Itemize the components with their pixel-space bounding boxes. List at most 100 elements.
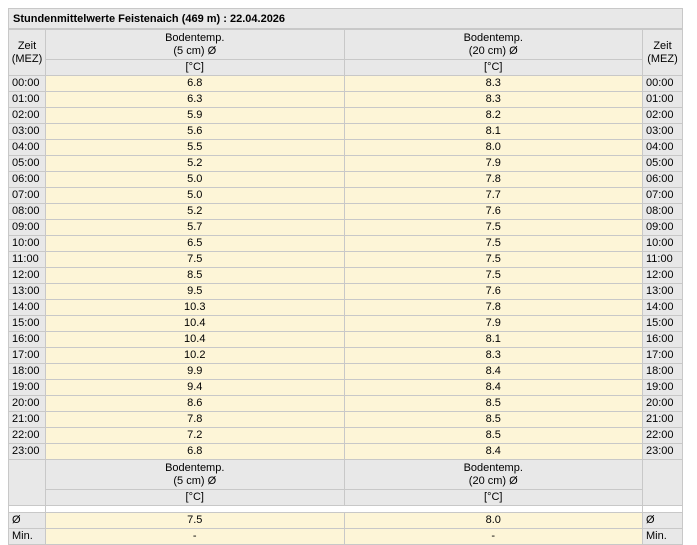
row-label-right: 22:00 [642,427,683,444]
footer-unit-5cm: [°C] [45,489,345,506]
row-label-left: 14:00 [8,299,46,316]
row-label-right: 02:00 [642,107,683,124]
table-row: 15:00 10.4 7.9 15:00 [8,315,683,332]
time-header-line1: Zeit [653,39,672,52]
table-row: 02:00 5.9 8.2 02:00 [8,107,683,124]
row-label-left: 17:00 [8,347,46,364]
row-label-right: Ø [642,512,683,529]
row-label-left: 01:00 [8,91,46,108]
value-20cm: 8.4 [343,379,643,396]
row-label-right: 10:00 [642,235,683,252]
table-title: Stundenmittelwerte Feistenaich (469 m) :… [8,8,683,29]
value-5cm: 5.2 [45,203,345,220]
value-5cm: 5.2 [45,155,345,172]
column-header-5cm: Bodentemp. (5 cm) Ø [45,29,345,60]
table-row: 13:00 9.5 7.6 13:00 [8,283,683,300]
row-label-left: 22:00 [8,427,46,444]
row-label-right: 21:00 [642,411,683,428]
value-20cm: 7.8 [343,171,643,188]
row-label-left: 12:00 [8,267,46,284]
table-row: 00:00 6.8 8.3 00:00 [8,75,683,92]
value-5cm: 9.5 [45,283,345,300]
value-5cm: 5.6 [45,123,345,140]
data-table-container: Stundenmittelwerte Feistenaich (469 m) :… [8,8,683,545]
table-row: 11:00 7.5 7.5 11:00 [8,251,683,268]
row-label-left: 20:00 [8,395,46,412]
row-label-right: 18:00 [642,363,683,380]
value-5cm: 5.7 [45,219,345,236]
value-20cm: 7.9 [343,155,643,172]
table-row: 17:00 10.2 8.3 17:00 [8,347,683,364]
section-gap [8,505,683,513]
row-label-right: 09:00 [642,219,683,236]
value-20cm: 8.2 [343,107,643,124]
row-label-left: 03:00 [8,123,46,140]
row-label-left: 05:00 [8,155,46,172]
value-5cm: 10.4 [45,315,345,332]
footer-unit-20cm: [°C] [343,489,643,506]
value-20cm: 8.3 [343,347,643,364]
table-row: 09:00 5.7 7.5 09:00 [8,219,683,236]
value-20cm: 8.0 [343,512,643,529]
row-label-left: 07:00 [8,187,46,204]
value-20cm: - [343,528,643,545]
column-header-line1: Bodentemp. [165,31,225,44]
column-header-line2: (20 cm) Ø [468,474,518,487]
value-5cm: 6.8 [45,443,345,460]
table-row: 22:00 7.2 8.5 22:00 [8,427,683,444]
value-5cm: 5.5 [45,139,345,156]
row-label-right: 04:00 [642,139,683,156]
summary-row: Min. - - Min. [8,528,683,545]
value-20cm: 7.5 [343,235,643,252]
row-label-left: 18:00 [8,363,46,380]
row-label-right: 11:00 [642,251,683,268]
row-label-left: Min. [8,528,46,545]
row-label-right: 05:00 [642,155,683,172]
table-row: 08:00 5.2 7.6 08:00 [8,203,683,220]
value-5cm: 10.3 [45,299,345,316]
value-20cm: 8.4 [343,363,643,380]
value-5cm: 6.8 [45,75,345,92]
table-row: 06:00 5.0 7.8 06:00 [8,171,683,188]
value-20cm: 8.1 [343,331,643,348]
row-label-left: 11:00 [8,251,46,268]
row-label-right: 23:00 [642,443,683,460]
column-header-line1: Bodentemp. [165,461,225,474]
value-5cm: 8.5 [45,267,345,284]
value-5cm: 5.0 [45,187,345,204]
column-header-line2: (5 cm) Ø [173,474,217,487]
table-row: 19:00 9.4 8.4 19:00 [8,379,683,396]
table-row: 10:00 6.5 7.5 10:00 [8,235,683,252]
row-label-right: 06:00 [642,171,683,188]
row-label-left: 16:00 [8,331,46,348]
unit-header-20cm: [°C] [343,59,643,76]
row-label-left: 00:00 [8,75,46,92]
row-label-left: 23:00 [8,443,46,460]
value-20cm: 8.5 [343,411,643,428]
time-header-line2: (MEZ) [647,52,678,65]
row-label-right: 13:00 [642,283,683,300]
row-label-left: 02:00 [8,107,46,124]
time-header-right: Zeit (MEZ) [642,29,683,76]
row-label-left: Ø [8,512,46,529]
value-20cm: 7.7 [343,187,643,204]
row-label-right: 00:00 [642,75,683,92]
column-header-line2: (5 cm) Ø [173,44,217,57]
footer-header-20cm: Bodentemp. (20 cm) Ø [343,459,643,490]
row-label-right: 17:00 [642,347,683,364]
time-header-line1: Zeit [17,39,37,52]
row-label-right: Min. [642,528,683,545]
table-row: 04:00 5.5 8.0 04:00 [8,139,683,156]
row-label-right: 01:00 [642,91,683,108]
value-20cm: 7.5 [343,219,643,236]
row-label-left: 19:00 [8,379,46,396]
row-label-right: 19:00 [642,379,683,396]
row-label-left: 04:00 [8,139,46,156]
value-5cm: 9.4 [45,379,345,396]
value-5cm: 7.5 [45,512,345,529]
unit-header-5cm: [°C] [45,59,345,76]
row-label-left: 06:00 [8,171,46,188]
table-row: 12:00 8.5 7.5 12:00 [8,267,683,284]
table-row: 05:00 5.2 7.9 05:00 [8,155,683,172]
row-label-left: 08:00 [8,203,46,220]
